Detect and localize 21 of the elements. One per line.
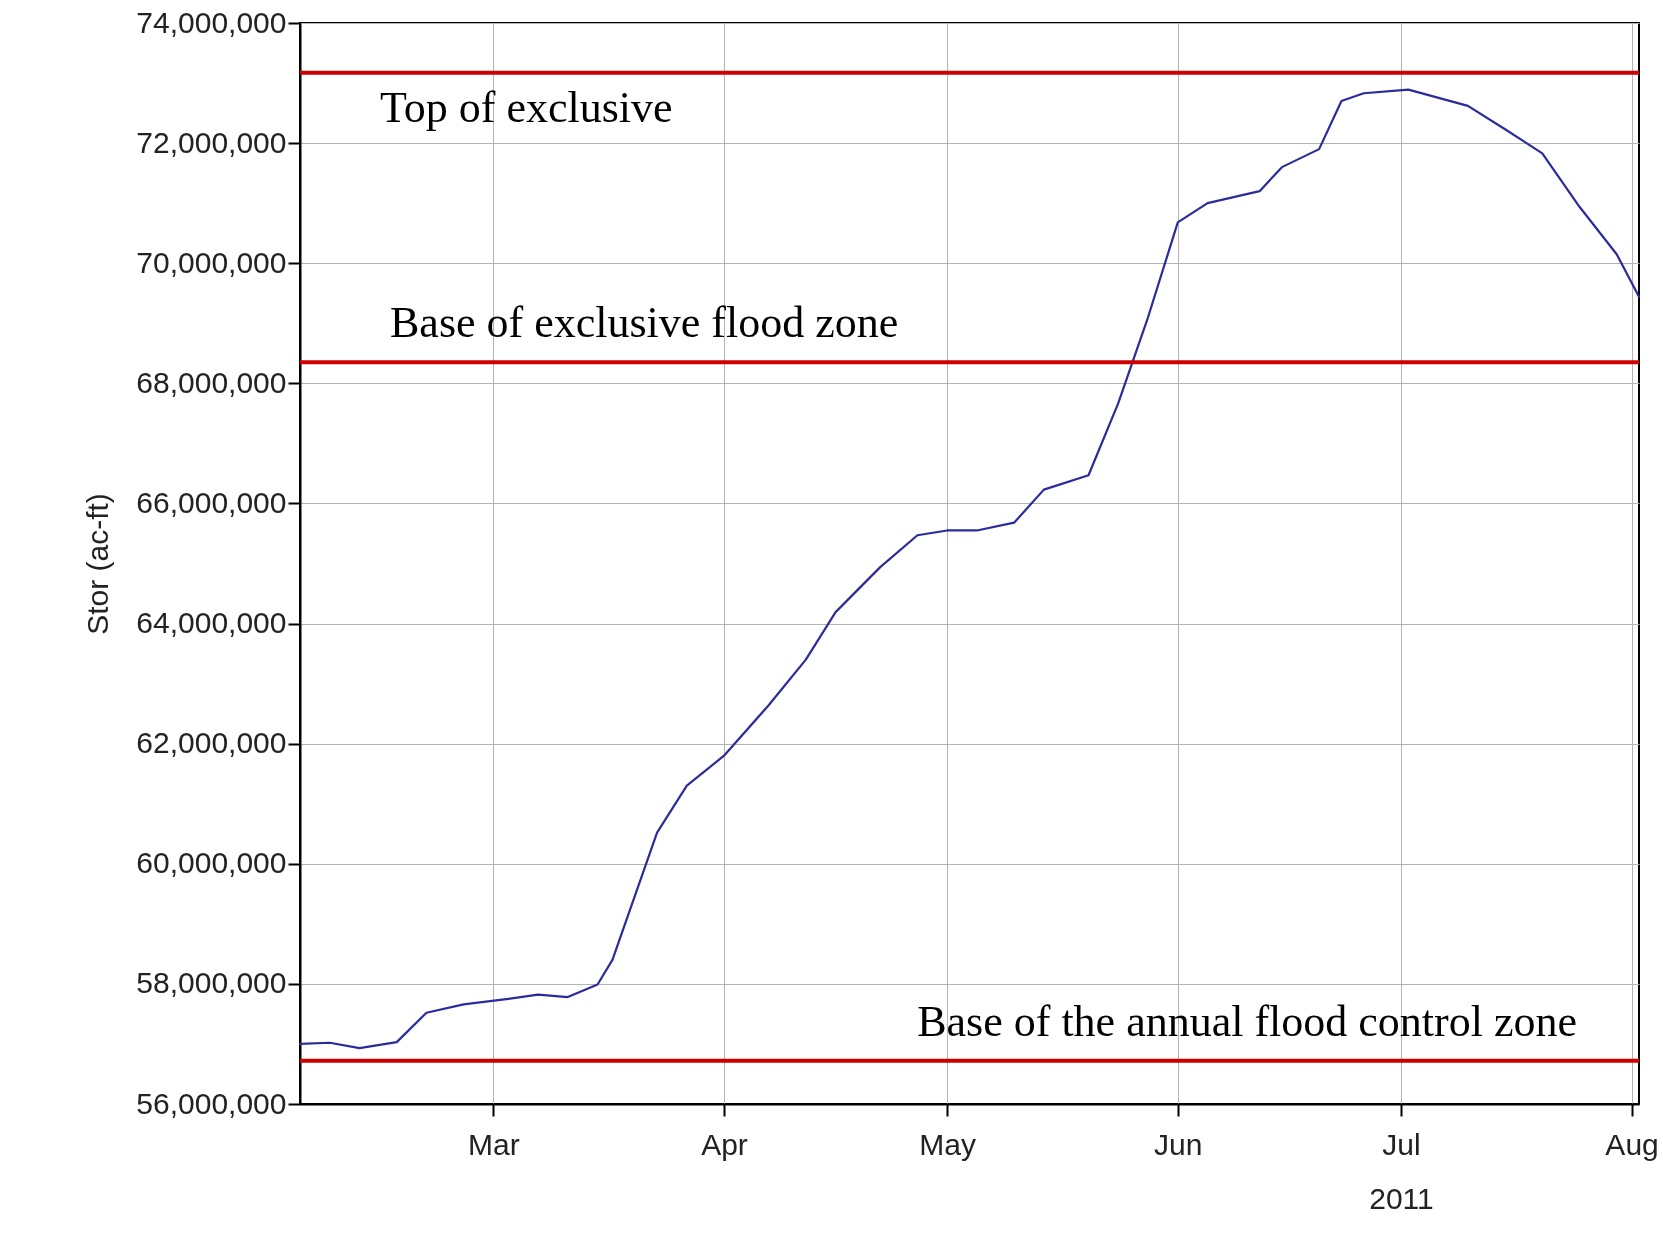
y-tick-label: 62,000,000	[136, 726, 287, 760]
y-tick-label: 74,000,000	[136, 5, 287, 39]
y-tick-label: 72,000,000	[136, 125, 287, 159]
y-tick-label: 66,000,000	[136, 485, 287, 519]
x-tick-label: Aug	[1605, 1127, 1659, 1161]
ref-line-label: Top of exclusive	[380, 82, 673, 132]
y-tick-label: 60,000,000	[136, 846, 287, 880]
x-tick-label: Jul 2011	[1369, 1127, 1434, 1215]
y-tick-label: 70,000,000	[136, 245, 287, 279]
ref-line-label: Base of exclusive flood zone	[390, 298, 899, 348]
x-tick-label: Jun	[1154, 1127, 1203, 1161]
y-tick-label: 68,000,000	[136, 365, 287, 399]
y-tick-label: 58,000,000	[136, 966, 287, 1000]
x-tick-label: Apr	[701, 1127, 748, 1161]
ref-line-label: Base of the annual flood control zone	[917, 996, 1577, 1046]
y-tick-label: 56,000,000	[136, 1086, 287, 1120]
y-axis-title: Stor (ac-ft)	[81, 493, 115, 635]
x-tick-label: Mar	[468, 1127, 520, 1161]
line-series	[298, 88, 1641, 1050]
x-tick-label: May	[919, 1127, 977, 1161]
y-tick-label: 64,000,000	[136, 606, 287, 640]
